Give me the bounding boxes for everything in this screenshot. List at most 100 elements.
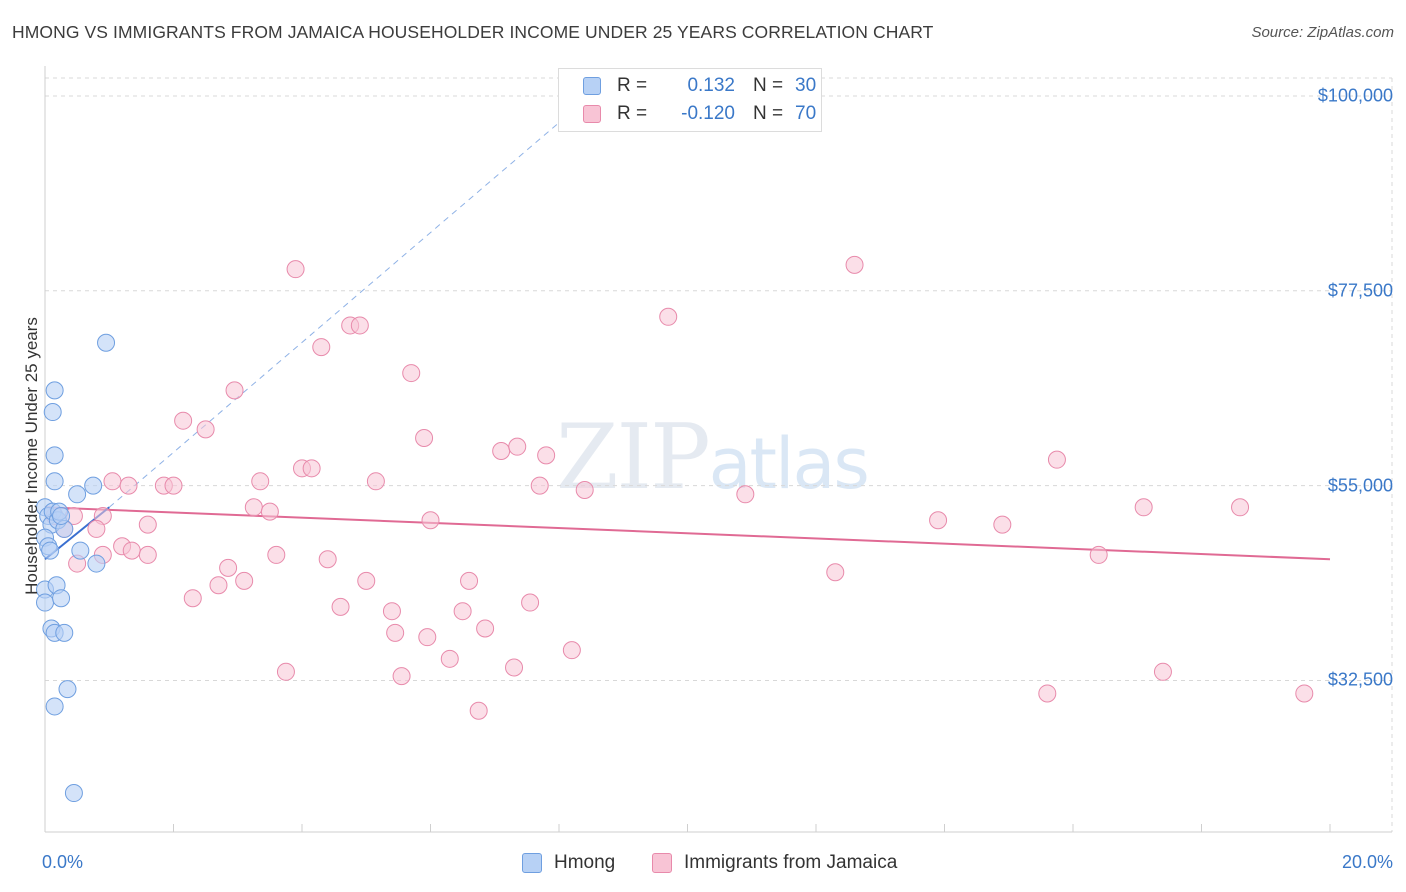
jamaica-point xyxy=(312,338,331,357)
hmong-point xyxy=(87,554,106,573)
hmong-point xyxy=(58,680,77,699)
hmong-point xyxy=(64,784,83,803)
jamaica-point xyxy=(87,519,106,538)
jamaica-point xyxy=(421,511,440,530)
jamaica-point xyxy=(174,411,193,430)
bottom-hmong-label: Hmong xyxy=(554,852,616,873)
jamaica-point xyxy=(460,571,479,590)
jamaica-point xyxy=(562,641,581,660)
data-points xyxy=(36,255,1314,803)
stats-legend: R = 0.132 N = 30 R = -0.120 N = 70 xyxy=(558,68,822,132)
legend-row-jamaica: R = -0.120 N = 70 xyxy=(583,101,816,127)
jamaica-point xyxy=(659,307,678,326)
hmong-point xyxy=(84,476,103,495)
y-tick-label: $32,500 xyxy=(1327,669,1393,690)
jamaica-point xyxy=(276,662,295,681)
jamaica-point xyxy=(302,459,321,478)
trend-lines xyxy=(44,78,1331,561)
bottom-hmong-swatch xyxy=(522,853,542,873)
jamaica-swatch xyxy=(583,105,601,123)
hmong-point xyxy=(52,589,71,608)
jamaica-point xyxy=(418,628,437,647)
hmong-r-label: R = xyxy=(617,75,648,96)
y-tick-label: $100,000 xyxy=(1317,85,1393,106)
jamaica-point xyxy=(386,623,405,642)
jamaica-point xyxy=(350,316,369,335)
jamaica-point xyxy=(415,429,434,448)
jamaica-point xyxy=(476,619,495,638)
jamaica-trend-line xyxy=(44,506,1331,561)
y-tick-label: $55,000 xyxy=(1327,475,1393,496)
hmong-point xyxy=(45,472,64,491)
jamaica-point xyxy=(318,550,337,569)
jamaica-point xyxy=(392,667,411,686)
jamaica-point xyxy=(119,476,138,495)
jamaica-point xyxy=(492,442,511,460)
jamaica-point xyxy=(366,472,385,491)
hmong-point xyxy=(97,333,116,352)
jamaica-point xyxy=(183,589,202,608)
bottom-jamaica-label: Immigrants from Jamaica xyxy=(684,852,898,873)
jamaica-point xyxy=(530,476,549,495)
hmong-point xyxy=(52,506,71,525)
jamaica-point xyxy=(440,649,459,668)
hmong-point xyxy=(36,593,54,612)
y-tick-label: $77,500 xyxy=(1327,280,1393,301)
jamaica-r-label: R = xyxy=(617,103,648,124)
hmong-n-label: N = xyxy=(753,75,784,96)
jamaica-point xyxy=(505,658,524,677)
legend-row-hmong: R = 0.132 N = 30 xyxy=(583,73,816,99)
jamaica-point xyxy=(993,515,1012,534)
jamaica-point xyxy=(1231,498,1250,517)
hmong-swatch xyxy=(583,77,601,95)
jamaica-point xyxy=(1153,662,1172,681)
jamaica-point xyxy=(736,485,755,504)
bottom-jamaica-swatch xyxy=(652,853,672,873)
bottom-legend-jamaica: Immigrants from Jamaica xyxy=(652,852,897,874)
jamaica-point xyxy=(1134,498,1153,517)
jamaica-n-value: 70 xyxy=(795,103,817,124)
jamaica-point xyxy=(219,558,238,577)
source-credit: Source: ZipAtlas.com xyxy=(1251,24,1394,41)
bottom-legend-hmong: Hmong xyxy=(522,852,615,874)
jamaica-point xyxy=(382,602,401,621)
jamaica-point xyxy=(138,545,157,564)
hmong-point xyxy=(71,541,90,560)
watermark-atlas: atlas xyxy=(708,423,870,505)
jamaica-point xyxy=(267,545,286,564)
hmong-point xyxy=(43,403,62,422)
grid-lines xyxy=(45,77,1393,832)
hmong-point xyxy=(55,623,74,642)
jamaica-point xyxy=(845,255,864,274)
hmong-point xyxy=(45,446,64,465)
jamaica-point xyxy=(235,571,254,590)
jamaica-n-label: N = xyxy=(753,103,784,124)
jamaica-point xyxy=(1047,450,1066,469)
hmong-r-value: 0.132 xyxy=(687,75,735,96)
jamaica-point xyxy=(225,381,244,400)
hmong-point xyxy=(45,381,64,400)
hmong-point xyxy=(41,541,60,560)
jamaica-point xyxy=(826,563,845,582)
jamaica-point xyxy=(164,476,183,495)
jamaica-point xyxy=(1038,684,1057,703)
jamaica-point xyxy=(196,420,215,439)
chart-title: HMONG VS IMMIGRANTS FROM JAMAICA HOUSEHO… xyxy=(12,22,934,42)
hmong-n-value: 30 xyxy=(795,75,817,96)
hmong-trend-extension xyxy=(108,78,611,508)
hmong-point xyxy=(68,485,87,504)
jamaica-point xyxy=(521,593,540,612)
jamaica-point xyxy=(331,597,350,616)
jamaica-point xyxy=(1295,684,1314,703)
jamaica-point xyxy=(929,511,948,530)
x-tick-label-min: 0.0% xyxy=(42,852,84,872)
jamaica-point xyxy=(508,437,527,456)
jamaica-point xyxy=(103,472,122,491)
y-axis-label: Householder Income Under 25 years xyxy=(22,317,41,595)
jamaica-point xyxy=(357,571,376,590)
jamaica-point xyxy=(209,576,228,595)
hmong-point xyxy=(45,697,64,716)
jamaica-point xyxy=(575,480,594,499)
jamaica-point xyxy=(122,541,141,560)
